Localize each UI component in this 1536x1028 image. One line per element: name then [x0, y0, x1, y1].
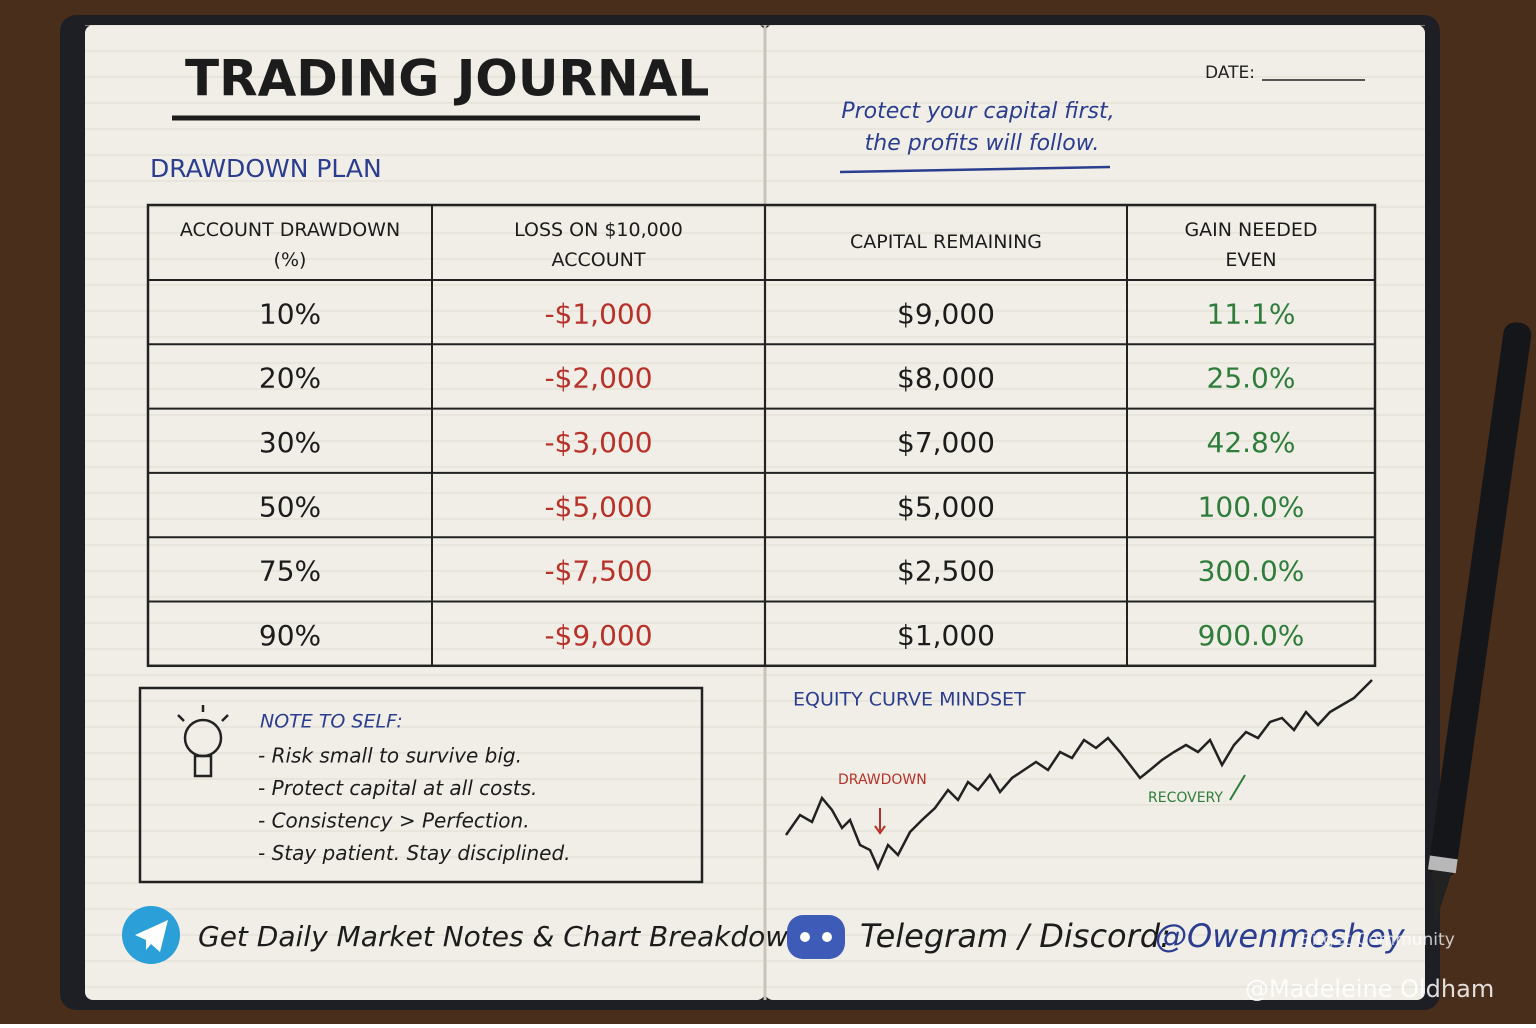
equity-curve — [784, 679, 1373, 872]
table-cell: $2,500 — [897, 555, 995, 588]
table-cell: -$5,000 — [544, 490, 652, 523]
table-cell: -$1,000 — [544, 297, 652, 330]
table-cell: $5,000 — [897, 490, 995, 523]
footer-left: Get Daily Market Notes & Chart Breakdown… — [198, 920, 821, 953]
table-border — [146, 203, 1377, 668]
footer-right: Telegram / Discord: — [860, 917, 1171, 955]
note-title: NOTE TO SELF: — [260, 711, 403, 733]
table-cell: 11.1% — [1207, 297, 1296, 330]
table-cell: 100.0% — [1198, 490, 1305, 523]
table-cell: 50% — [259, 490, 321, 523]
column-header: ACCOUNT DRAWDOWN (%) — [180, 219, 400, 271]
quote-underline — [839, 165, 1111, 174]
table-cell: 10% — [259, 297, 321, 330]
discord-eye — [822, 932, 832, 942]
table-cell: -$7,500 — [544, 555, 652, 588]
table-cell: $8,000 — [897, 362, 995, 395]
column-header: GAIN NEEDED EVEN — [1184, 219, 1317, 271]
table: ACCOUNT DRAWDOWN (%) LOSS ON $10,000 ACCOUN… — [146, 203, 1377, 668]
table-cell: 75% — [259, 555, 321, 588]
watermark-brand: Bitget Community — [1300, 930, 1455, 950]
title: TRADING JOURNAL — [185, 50, 709, 108]
bulb-icon — [177, 705, 229, 778]
watermark-user: @Madeleine Oldham — [1245, 975, 1494, 1003]
drawdown-label: DRAWDOWN — [838, 772, 927, 788]
ruling — [85, 25, 1425, 1000]
footer-handle: @Owenmoshey — [1155, 917, 1406, 955]
table-cell: $1,000 — [897, 619, 995, 652]
note-item: - Consistency > Perfection. — [258, 809, 530, 833]
recovery-arrow — [1229, 774, 1246, 801]
table-cell: 900.0% — [1198, 619, 1305, 652]
table-cell: 25.0% — [1207, 362, 1296, 395]
column-header: CAPITAL REMAINING — [850, 231, 1042, 253]
note-items: - Risk small to survive big. - Protect ca… — [258, 744, 571, 866]
note-item: - Protect capital at all costs. — [258, 776, 537, 800]
pen-ring — [1428, 855, 1458, 874]
quote-line: the profits will follow. — [865, 131, 1100, 156]
column-header: LOSS ON $10,000 ACCOUNT — [514, 219, 683, 271]
note-box — [138, 686, 704, 884]
note-item: - Stay patient. Stay disciplined. — [258, 841, 571, 865]
quote-line: Protect your capital first, — [841, 99, 1114, 124]
drawdown-arrowhead — [874, 825, 886, 835]
table-cell: -$9,000 — [544, 619, 652, 652]
date-label: DATE: — [1205, 63, 1255, 83]
table-cell: 90% — [259, 619, 321, 652]
pen-body — [1428, 322, 1532, 878]
table-cell: 30% — [259, 426, 321, 459]
pen — [1428, 322, 1532, 927]
discord-eye — [800, 932, 810, 942]
pen-tip — [1431, 869, 1452, 927]
telegram-plane — [135, 920, 168, 952]
recovery-label: RECOVERY — [1148, 790, 1223, 806]
equity-title: EQUITY CURVE MINDSET — [793, 689, 1026, 711]
table-cell: 42.8% — [1207, 426, 1296, 459]
discord-icon — [787, 915, 845, 959]
table-cell: -$3,000 — [544, 426, 652, 459]
table-cell: $7,000 — [897, 426, 995, 459]
table-cell: $9,000 — [897, 297, 995, 330]
section-title: DRAWDOWN PLAN — [150, 154, 382, 183]
table-cell: 300.0% — [1198, 555, 1305, 588]
table-cell: -$2,000 — [544, 362, 652, 395]
note-item: - Risk small to survive big. — [258, 744, 522, 768]
table-cell: 20% — [259, 362, 321, 395]
